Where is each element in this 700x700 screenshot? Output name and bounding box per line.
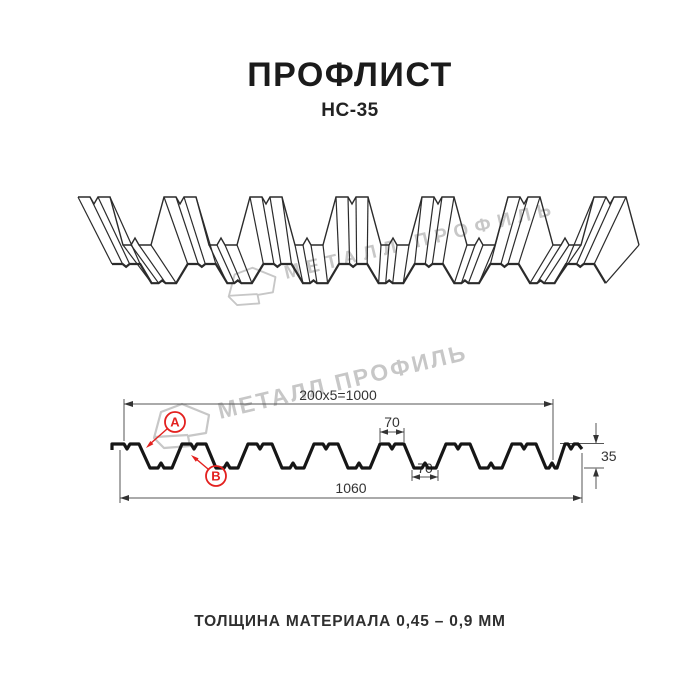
sheet-rib-edge (335, 196, 340, 265)
cross-section-drawing: МЕТАЛЛ ПРОФИЛЬ 200x5=1000 70 (110, 339, 617, 503)
sheet-rib-edge (385, 244, 390, 284)
sheet-rib-edge (507, 196, 529, 265)
sheet-rib-edge (97, 196, 131, 265)
dimension-label: 70 (417, 460, 433, 476)
brand-logo-icon (152, 402, 211, 450)
sheet-rib-edge (175, 196, 199, 265)
sheet-rib-edge (453, 244, 468, 284)
sheet-rib-edge (261, 196, 275, 265)
sheet-rib-edge (467, 244, 484, 284)
sheet-rib-edge (605, 244, 640, 284)
sheet-rib-edge (163, 196, 189, 265)
sheet-rib-edge (216, 244, 235, 284)
dimension-label: 35 (601, 448, 617, 464)
sheet-rib-edge (500, 196, 521, 265)
sheet-rib-edge (378, 244, 382, 284)
profile-3d-view: МЕТАЛЛ ПРОФИЛЬ (77, 196, 640, 307)
sheet-near-edge (112, 262, 607, 285)
watermark-text: МЕТАЛЛ ПРОФИЛЬ (215, 339, 470, 424)
sheet-rib-edge (347, 196, 351, 265)
sheet-rib-edge (150, 244, 177, 284)
profile-cross-section-outline (110, 442, 584, 470)
sheet-rib-edge (236, 244, 253, 284)
profile-model-subtitle: НС-35 (321, 100, 379, 121)
sheet-rib-edge (565, 196, 595, 265)
sheet-rib-edge (138, 244, 167, 284)
sheet-rib-edge (576, 196, 607, 265)
dimension-working-width: 200x5=1000 (123, 387, 554, 460)
sheet-rib-edge (355, 196, 358, 265)
sheet-rib-edges (77, 196, 640, 284)
sheet-rib-edge (322, 244, 329, 284)
dimension-crest-width: 70 (379, 414, 405, 442)
dimension-profile-height: 35 (560, 423, 617, 489)
sheet-rib-edge (402, 244, 410, 284)
dimension-label: 70 (384, 414, 400, 430)
sheet-rib-edge (366, 196, 369, 265)
dimension-valley-width: 70 (411, 460, 439, 481)
sheet-rib-edge (89, 196, 124, 265)
dimension-label: 1060 (335, 480, 366, 496)
sheet-far-edge (78, 196, 640, 246)
marker-side-b: В (191, 455, 227, 487)
sheet-rib-edge (77, 196, 113, 265)
sheet-silhouette (78, 197, 639, 284)
side-a-label: А (170, 415, 180, 430)
sheet-rib-edge (281, 196, 293, 265)
dimension-overall-width: 1060 (119, 450, 583, 503)
sheet-rib-edge (224, 244, 242, 284)
sheet-rib-edge (424, 196, 435, 265)
sheet-rib-edge (269, 196, 282, 265)
thickness-note: ТОЛЩИНА МАТЕРИАЛА 0,45 – 0,9 ММ (194, 613, 506, 630)
sheet-rib-edge (294, 244, 304, 284)
sheet-rib-edge (543, 244, 570, 284)
sheet-rib-edge (593, 196, 627, 265)
brand-logo-icon (227, 266, 277, 307)
sheet-rib-edge (130, 244, 160, 284)
page-title: ПРОФЛИСТ (247, 56, 453, 94)
sheet-rib-edge (414, 196, 423, 265)
sheet-rib-edge (529, 244, 554, 284)
sheet-rib-edge (583, 196, 615, 265)
sheet-rib-edge (517, 196, 541, 265)
sheet-rib-edge (460, 244, 476, 284)
sheet-rib-edge (431, 196, 443, 265)
sheet-rib-edge (183, 196, 206, 265)
sheet-rib-edge (536, 244, 562, 284)
sheet-rib-edge (109, 196, 141, 265)
sheet-rib-edge (392, 244, 398, 284)
sheet-rib-edge (310, 244, 318, 284)
sheet-rib-edge (302, 244, 311, 284)
dimension-label: 200x5=1000 (299, 387, 377, 403)
sheet-rib-edge (249, 196, 264, 265)
side-b-label: В (211, 469, 220, 484)
marker-side-a: А (146, 411, 186, 448)
sheet-rib-edge (442, 196, 455, 265)
